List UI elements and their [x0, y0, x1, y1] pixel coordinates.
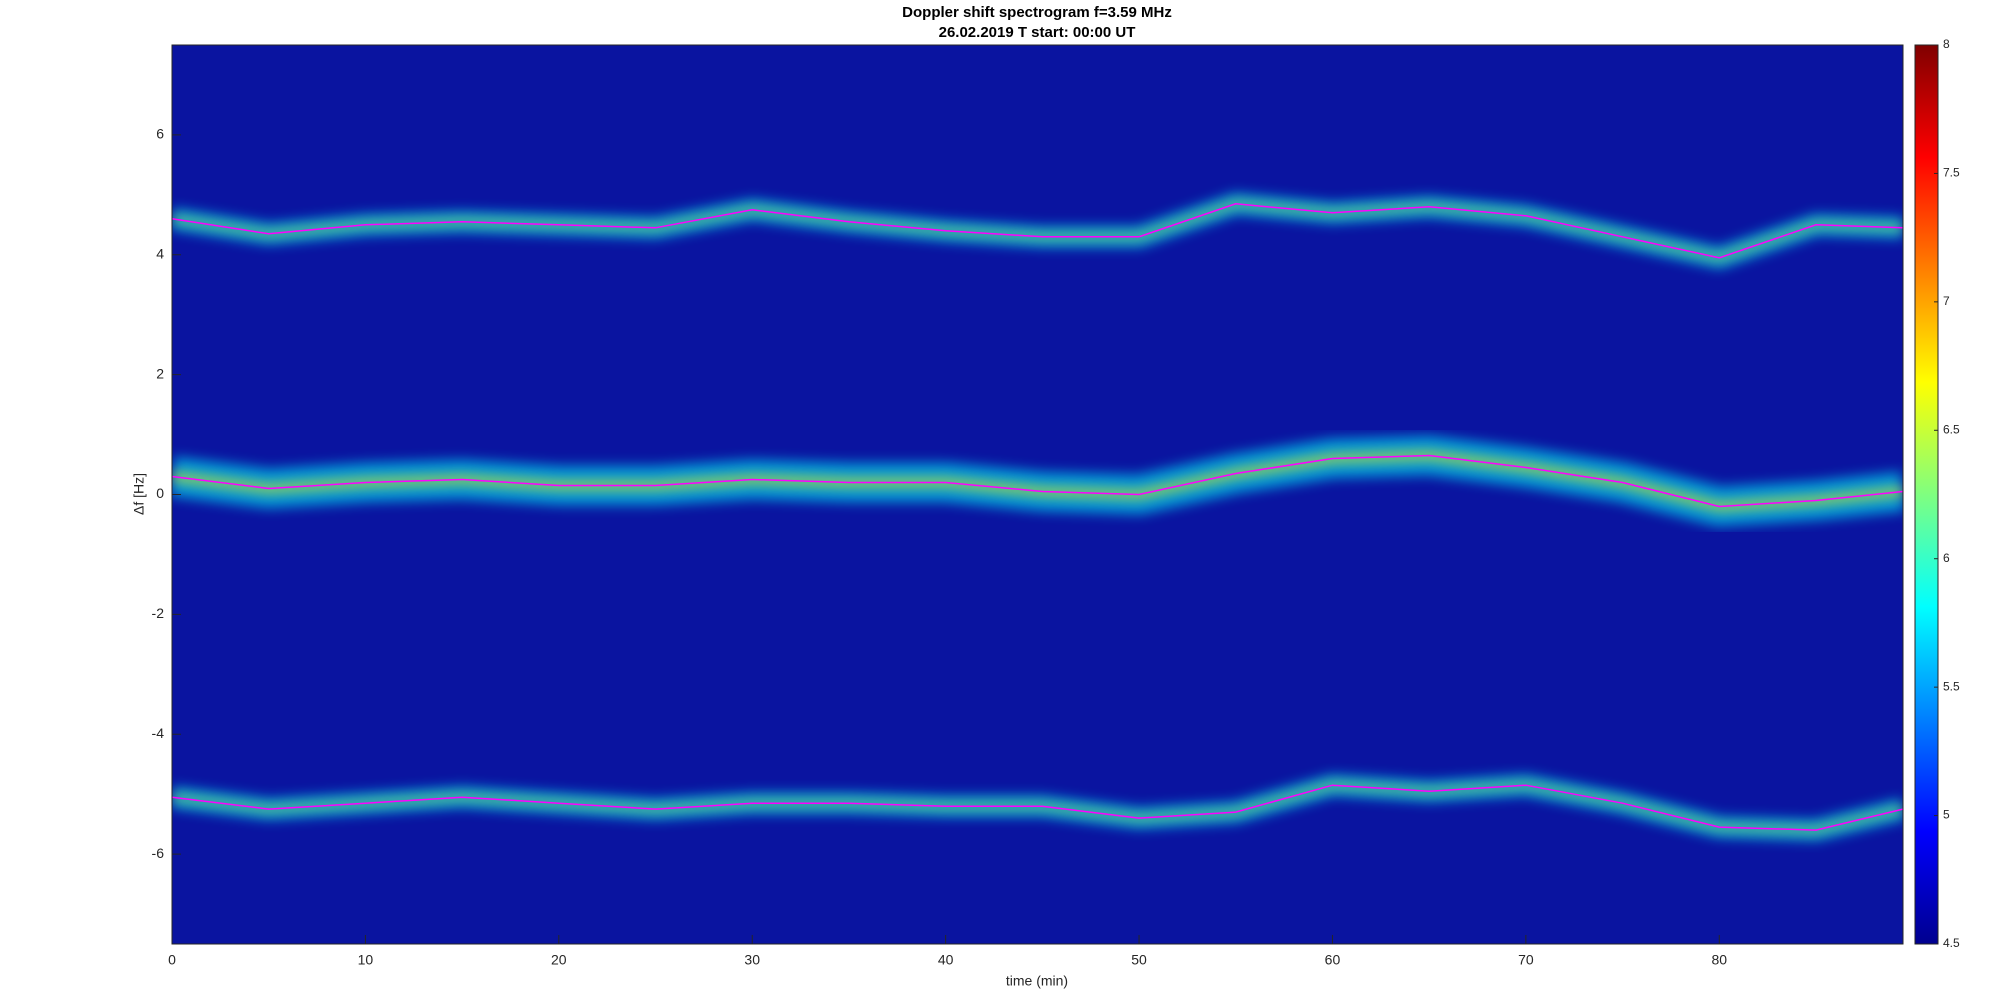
chart-subtitle: 26.02.2019 T start: 00:00 UT: [939, 24, 1136, 41]
chart-title: Doppler shift spectrogram f=3.59 MHz: [902, 4, 1172, 21]
colorbar-tick-label: 5: [1943, 808, 1950, 822]
y-axis-label: Δf [Hz]: [131, 473, 147, 515]
y-tick-label: -4: [152, 725, 165, 741]
colorbar-tick-label: 5.5: [1943, 679, 1960, 693]
colorbar: [1914, 44, 1939, 945]
y-tick-label: 0: [156, 485, 164, 501]
x-tick-label: 40: [938, 952, 954, 968]
traces: [172, 192, 1903, 842]
colorbar-tick-label: 6: [1943, 551, 1950, 565]
x-tick-label: 30: [744, 952, 760, 968]
trace-line: [172, 454, 1903, 508]
colorbar-tick-label: 8: [1943, 37, 1950, 51]
x-axis-label: time (min): [1006, 973, 1068, 989]
trace-line: [172, 203, 1903, 259]
y-tick-label: 2: [156, 365, 164, 381]
x-tick-label: 0: [168, 952, 176, 968]
colorbar-tick-label: 7.5: [1943, 166, 1960, 180]
y-tick-label: 4: [156, 245, 164, 261]
colorbar-tick-label: 7: [1943, 294, 1950, 308]
x-tick-label: 60: [1325, 952, 1341, 968]
y-tick-label: 6: [156, 126, 164, 142]
x-tick-label: 10: [358, 952, 374, 968]
x-tick-label: 70: [1518, 952, 1534, 968]
colorbar-tick-label: 6.5: [1943, 422, 1960, 436]
x-tick-label: 20: [551, 952, 567, 968]
trace-line: [172, 784, 1903, 831]
y-tick-label: -6: [152, 845, 165, 861]
y-tick-label: -2: [152, 605, 165, 621]
x-tick-label: 80: [1711, 952, 1727, 968]
colorbar-tick-label: 4.5: [1943, 936, 1960, 950]
x-tick-label: 50: [1131, 952, 1147, 968]
